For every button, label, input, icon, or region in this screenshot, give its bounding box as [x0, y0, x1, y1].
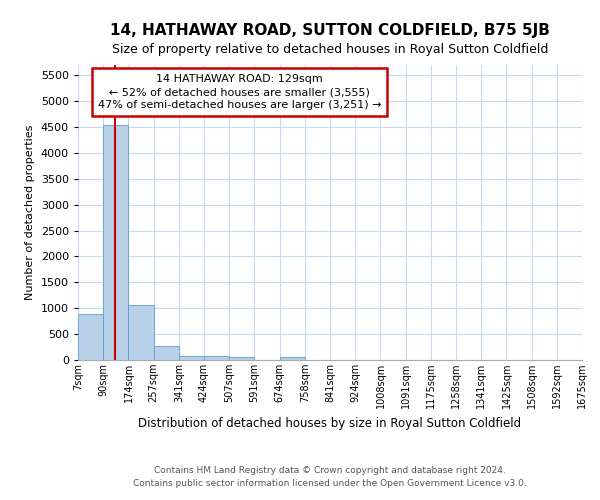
Text: 14, HATHAWAY ROAD, SUTTON COLDFIELD, B75 5JB: 14, HATHAWAY ROAD, SUTTON COLDFIELD, B75…: [110, 22, 550, 38]
Bar: [78, 314, 103, 360]
Text: Size of property relative to detached houses in Royal Sutton Coldfield: Size of property relative to detached ho…: [112, 42, 548, 56]
Bar: [229, 357, 254, 360]
Bar: [179, 356, 204, 360]
Text: 14 HATHAWAY ROAD: 129sqm
← 52% of detached houses are smaller (3,555)
47% of sem: 14 HATHAWAY ROAD: 129sqm ← 52% of detach…: [98, 74, 381, 110]
Bar: [128, 305, 154, 360]
Bar: [204, 356, 229, 360]
Bar: [154, 346, 179, 360]
X-axis label: Distribution of detached houses by size in Royal Sutton Coldfield: Distribution of detached houses by size …: [139, 416, 521, 430]
Text: Contains HM Land Registry data © Crown copyright and database right 2024.
Contai: Contains HM Land Registry data © Crown c…: [133, 466, 527, 487]
Bar: [103, 124, 128, 360]
Bar: [280, 358, 305, 360]
Y-axis label: Number of detached properties: Number of detached properties: [25, 125, 35, 300]
